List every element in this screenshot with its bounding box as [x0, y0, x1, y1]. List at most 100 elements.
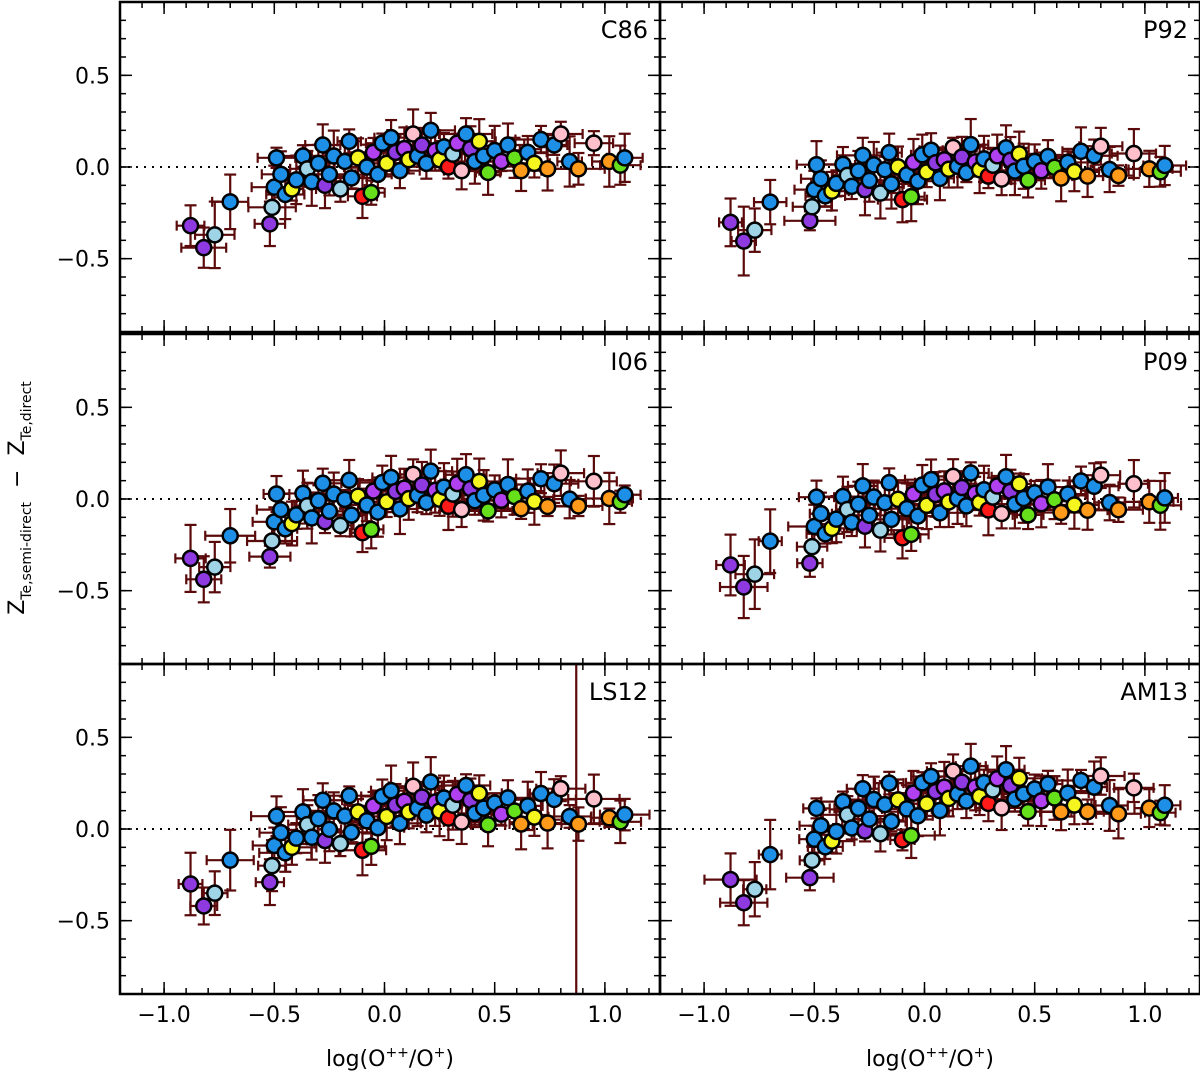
data-point: [452, 813, 471, 831]
data-point: [735, 232, 753, 250]
data-point: [585, 472, 603, 491]
data-point: [922, 470, 940, 489]
data-point: [880, 143, 898, 162]
data-point: [320, 820, 339, 839]
panel-i06: −0.5 0.0 0.5 I06: [57, 332, 662, 666]
data-point: [267, 485, 286, 503]
data-point: [181, 875, 200, 893]
panel-p92: P92: [658, 0, 1200, 334]
data-point: [849, 162, 868, 180]
data-point: [827, 822, 846, 841]
data-point: [746, 880, 764, 898]
data-point: [314, 474, 332, 493]
data-point: [342, 169, 361, 187]
data-point: [902, 525, 921, 544]
panel-label: LS12: [589, 678, 648, 706]
data-point: [382, 468, 400, 487]
x-tick-label: 0.5: [477, 1003, 512, 1028]
data-point: [538, 814, 557, 832]
data-points: [174, 448, 642, 604]
data-point: [206, 884, 224, 902]
data-point: [342, 506, 361, 524]
data-point: [263, 198, 281, 217]
data-point: [812, 169, 830, 188]
data-point: [552, 125, 570, 143]
data-point: [615, 805, 634, 824]
data-point: [569, 497, 588, 515]
data-points: [717, 117, 1188, 277]
data-point: [803, 537, 821, 556]
data-point: [362, 520, 381, 539]
x-tick-label: −0.5: [248, 1003, 301, 1028]
data-point: [871, 825, 890, 843]
data-point: [992, 170, 1011, 188]
y-tick-label: −0.5: [57, 248, 110, 273]
data-point: [512, 499, 530, 518]
data-point: [362, 183, 381, 202]
panel-label: AM13: [1120, 678, 1188, 706]
data-point: [479, 163, 497, 182]
data-point: [1019, 506, 1037, 524]
data-point: [849, 495, 868, 513]
data-point: [860, 171, 879, 190]
data-point: [382, 781, 400, 800]
data-point: [1052, 503, 1070, 522]
y-tick-label: 0.5: [75, 726, 110, 751]
data-point: [922, 767, 940, 786]
data-point: [362, 837, 381, 856]
data-point: [404, 125, 422, 143]
panel-label: P09: [1143, 348, 1188, 376]
data-point: [1092, 466, 1110, 484]
y-tick-label: 0.0: [75, 156, 110, 181]
data-point: [538, 497, 557, 516]
data-point: [263, 856, 281, 875]
data-point: [721, 870, 740, 889]
data-point: [735, 578, 753, 596]
data-point: [206, 226, 224, 244]
data-point: [1065, 796, 1084, 814]
panels-group: −0.5 0.0 0.5 C86 P92 −0.5 0.0 0.5 I06 P09 −0.5 0.0 0…: [57, 0, 1200, 1028]
y-tick-label: −0.5: [57, 910, 110, 935]
data-point: [1109, 166, 1128, 185]
data-point: [944, 762, 962, 780]
data-point: [1078, 501, 1097, 519]
panel-ls12: −0.5 0.0 0.5 −1.0 −0.5 0.0 0.5 1.0 LS12: [57, 662, 662, 1028]
panel-label: P92: [1143, 16, 1188, 44]
data-point: [882, 175, 901, 193]
data-point: [267, 807, 286, 825]
data-point: [422, 462, 440, 480]
data-point: [272, 823, 290, 842]
data-point: [854, 146, 872, 165]
data-point: [309, 491, 328, 510]
data-point: [1019, 171, 1037, 189]
data-point: [860, 506, 879, 525]
data-point: [849, 799, 868, 818]
data-point: [377, 807, 396, 826]
y-tick-label: 0.0: [75, 818, 110, 843]
data-point: [944, 467, 962, 486]
data-point: [422, 773, 440, 791]
data-point: [391, 814, 409, 833]
y-axis-title: ZTe,semi-direct−ZTe,direct: [5, 381, 35, 615]
data-point: [422, 121, 440, 140]
data-point: [615, 485, 634, 504]
data-point: [615, 149, 634, 167]
data-point: [917, 794, 936, 813]
data-point: [1092, 767, 1110, 785]
data-point: [909, 807, 927, 825]
data-point: [340, 471, 358, 490]
data-point: [1125, 144, 1143, 163]
data-point: [331, 180, 350, 198]
data-point: [585, 790, 603, 808]
data-point: [195, 238, 213, 257]
data-point: [807, 799, 826, 818]
data-point: [1155, 489, 1174, 507]
data-point: [882, 812, 901, 831]
x-tick-label: 1.0: [1127, 1003, 1162, 1028]
data-point: [931, 801, 949, 820]
data-point: [871, 184, 890, 202]
data-point: [1078, 167, 1097, 185]
data-point: [746, 565, 764, 583]
data-point: [882, 510, 901, 529]
data-point: [1155, 796, 1174, 815]
